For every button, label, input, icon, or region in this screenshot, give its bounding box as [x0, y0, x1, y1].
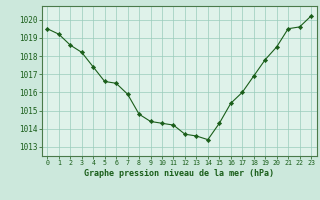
X-axis label: Graphe pression niveau de la mer (hPa): Graphe pression niveau de la mer (hPa) — [84, 169, 274, 178]
